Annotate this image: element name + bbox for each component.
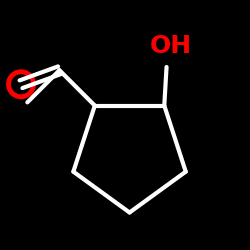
Text: OH: OH bbox=[150, 34, 192, 58]
